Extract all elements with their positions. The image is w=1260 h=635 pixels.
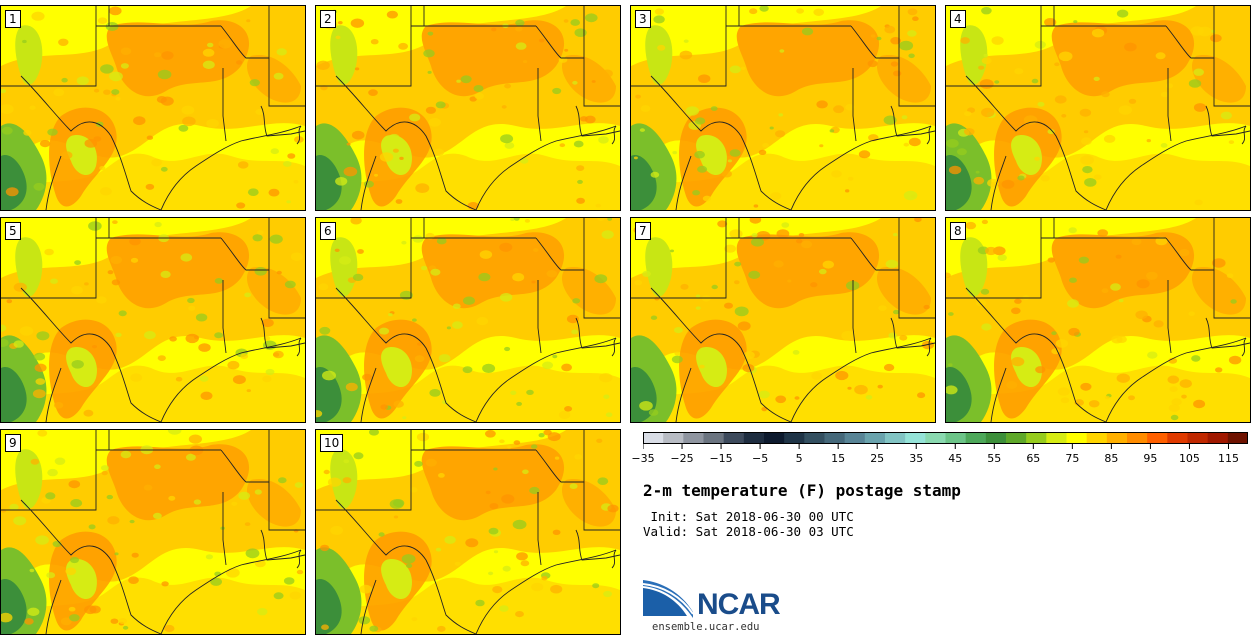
- colorbar-tick-label: −25: [670, 452, 694, 465]
- temperature-map: [1, 6, 305, 210]
- postage-stamp-1: 1: [0, 5, 306, 211]
- postage-stamp-9: 9: [0, 429, 306, 635]
- temperature-map: [1, 218, 305, 422]
- postage-stamp-7: 7: [630, 217, 936, 423]
- colorbar-swatch: [1046, 432, 1067, 444]
- colorbar-swatch: [1127, 432, 1148, 444]
- colorbar-swatch: [885, 432, 906, 444]
- colorbar-tick-label: 15: [831, 452, 846, 465]
- colorbar-tick-label: −35: [631, 452, 655, 465]
- temperature-map: [316, 430, 620, 634]
- member-number-label: 9: [5, 434, 21, 452]
- temperature-map: [316, 6, 620, 210]
- temperature-colorbar: [643, 432, 1248, 449]
- ncar-logo-text: NCAR: [697, 588, 781, 621]
- colorbar-tick-label: 95: [1143, 452, 1158, 465]
- member-number-label: 5: [5, 222, 21, 240]
- colorbar-swatch: [1006, 432, 1027, 444]
- colorbar-tick-label: 85: [1104, 452, 1119, 465]
- colorbar-swatch: [743, 432, 765, 444]
- colorbar-swatch: [1066, 432, 1088, 444]
- colorbar-swatch: [864, 432, 886, 444]
- member-number-label: 7: [635, 222, 651, 240]
- valid-time: Valid: Sat 2018-06-30 03 UTC: [643, 524, 854, 539]
- temperature-map: [946, 6, 1250, 210]
- postage-stamp-4: 4: [945, 5, 1251, 211]
- colorbar-tick-label: −15: [709, 452, 733, 465]
- colorbar-swatch: [1167, 432, 1188, 444]
- colorbar-swatch: [1147, 432, 1168, 444]
- colorbar-swatch: [764, 432, 785, 444]
- postage-stamp-6: 6: [315, 217, 621, 423]
- colorbar-swatch: [844, 432, 866, 444]
- colorbar-swatch: [925, 432, 946, 444]
- postage-stamp-5: 5: [0, 217, 306, 423]
- member-number-label: 4: [950, 10, 966, 28]
- chart-title: 2-m temperature (F) postage stamp: [643, 481, 961, 500]
- temperature-map: [1, 430, 305, 634]
- colorbar-tick-label: 105: [1178, 452, 1200, 465]
- colorbar-tick-label: 45: [948, 452, 963, 465]
- colorbar-swatch: [703, 432, 725, 444]
- ncar-url: ensemble.ucar.edu: [652, 621, 760, 633]
- colorbar-swatch: [965, 432, 987, 444]
- colorbar-tick-label: −5: [751, 452, 769, 465]
- colorbar-swatch: [1207, 432, 1229, 444]
- colorbar-tick-label: 65: [1026, 452, 1041, 465]
- colorbar-swatch: [1187, 432, 1209, 444]
- temperature-map: [631, 6, 935, 210]
- init-time: Init: Sat 2018-06-30 00 UTC: [643, 509, 854, 524]
- ncar-logo-icon: [643, 580, 694, 618]
- colorbar-swatch: [784, 432, 805, 444]
- colorbar-outline: [643, 432, 1248, 444]
- colorbar-swatch: [905, 432, 926, 444]
- postage-stamp-10: 10: [315, 429, 621, 635]
- colorbar-tick-label: 115: [1217, 452, 1239, 465]
- colorbar-swatch: [643, 432, 664, 444]
- member-number-label: 10: [320, 434, 344, 452]
- colorbar-tick-label: 75: [1065, 452, 1080, 465]
- colorbar-swatch: [1106, 432, 1128, 444]
- colorbar-swatch: [824, 432, 846, 444]
- postage-stamp-3: 3: [630, 5, 936, 211]
- colorbar-swatch: [804, 432, 825, 444]
- colorbar-tick-label: 35: [909, 452, 924, 465]
- colorbar-tick-label: 55: [987, 452, 1002, 465]
- temperature-map: [631, 218, 935, 422]
- colorbar-swatch: [1026, 432, 1047, 444]
- member-number-label: 1: [5, 10, 21, 28]
- temperature-map: [316, 218, 620, 422]
- colorbar-swatch: [1086, 432, 1108, 444]
- temperature-map: [946, 218, 1250, 422]
- colorbar-swatch: [663, 432, 684, 444]
- colorbar-swatch: [1227, 432, 1248, 444]
- member-number-label: 2: [320, 10, 336, 28]
- member-number-label: 3: [635, 10, 651, 28]
- colorbar-tick-label: 25: [870, 452, 885, 465]
- colorbar-swatch: [985, 432, 1007, 444]
- postage-stamp-2: 2: [315, 5, 621, 211]
- colorbar-swatch: [723, 432, 745, 444]
- colorbar-swatch: [945, 432, 967, 444]
- postage-stamp-8: 8: [945, 217, 1251, 423]
- member-number-label: 6: [320, 222, 336, 240]
- colorbar-swatch: [683, 432, 704, 444]
- member-number-label: 8: [950, 222, 966, 240]
- colorbar-tick-label: 5: [795, 452, 803, 465]
